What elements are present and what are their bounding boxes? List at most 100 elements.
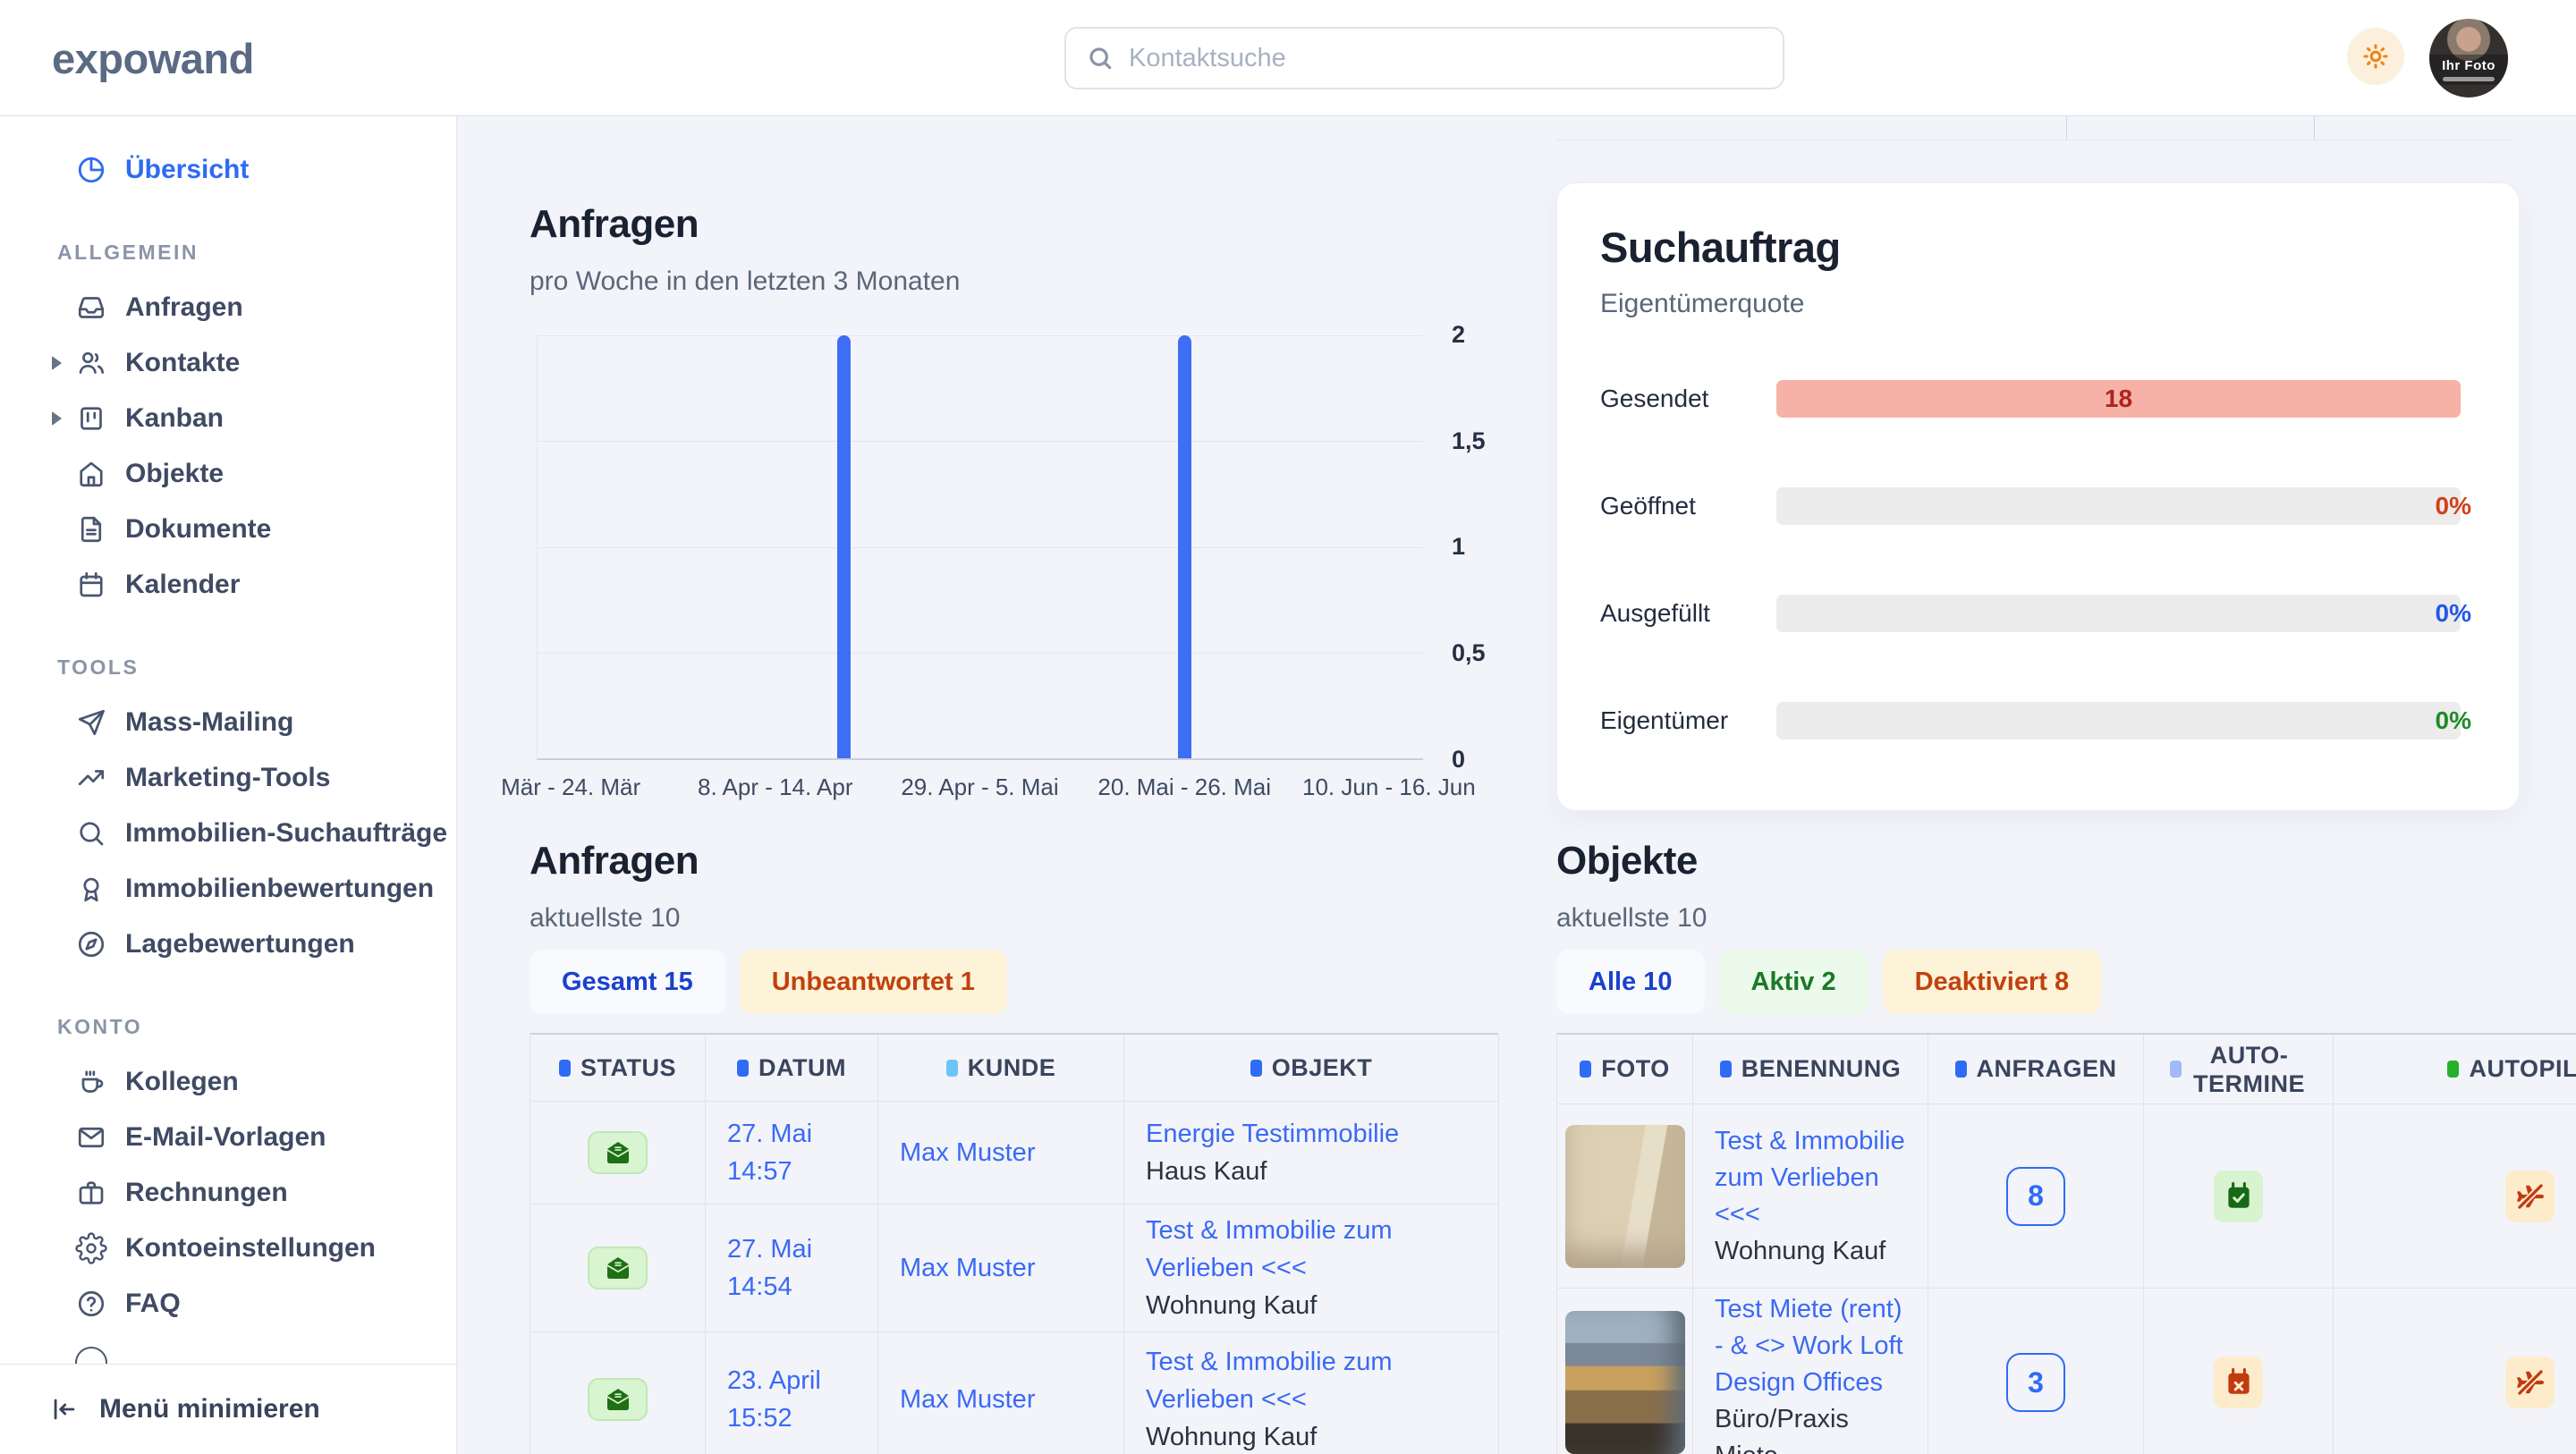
anfragen-section-title: Anfragen (530, 839, 699, 883)
y-axis-tick: 1 (1452, 533, 1466, 560)
tab-alle[interactable]: Alle 10 (1556, 950, 1705, 1014)
sidebar-item-immobilien-suchauftraege[interactable]: Immobilien-Suchaufträge (0, 806, 456, 861)
coffee-icon (81, 1070, 104, 1093)
gesendet-bar: 18 (1776, 380, 2461, 418)
sidebar-item-kontakte[interactable]: Kontakte (0, 335, 456, 391)
calendar-check-icon (2214, 1170, 2263, 1222)
plane-crossed-icon (2505, 1170, 2555, 1222)
search-icon (1089, 47, 1112, 70)
objekt-bullet (1250, 1059, 1262, 1077)
anfragen-count-badge[interactable]: 3 (2006, 1353, 2065, 1412)
quote-row-gesendet: Gesendet 18 (1557, 380, 2519, 418)
section-label-allgemein: ALLGEMEIN (57, 241, 199, 264)
x-axis-tick: 10. Jun - 16. Jun (1302, 773, 1476, 800)
anfragen-table: STATUS DATUM KUNDE OBJEKT 27. Mai 14:57 M… (530, 1033, 1499, 1454)
sidebar-item-lagebewertungen[interactable]: Lagebewertungen (0, 917, 456, 972)
collapse-menu-button[interactable]: Menü minimieren (0, 1364, 456, 1454)
objekt-link[interactable]: Test & Immobilie zum Verlieben <<< (1146, 1348, 1393, 1414)
kunde-bullet (945, 1059, 958, 1077)
objekt-kategorie: Wohnung Kauf (1146, 1423, 1318, 1451)
tab-gesamt[interactable]: Gesamt 15 (530, 950, 725, 1014)
sidebar-item-email-vorlagen[interactable]: E-Mail-Vorlagen (0, 1110, 456, 1165)
column-header-kunde: KUNDE (878, 1035, 1124, 1102)
clipped-table-edge (1556, 116, 2576, 140)
auto-termine-bullet (2169, 1061, 2182, 1078)
anfragen-bullet (1954, 1061, 1967, 1078)
card-title: Suchauftrag (1600, 224, 1841, 271)
card-subtitle: Eigentümerquote (1600, 289, 1805, 318)
search-icon (80, 822, 104, 846)
objekt-benennung-link[interactable]: Test & Immobilie zum Verlieben <<< (1715, 1126, 1905, 1229)
eigentuemer-bar: 0% (1776, 702, 2471, 740)
kunde-link[interactable]: Max Muster (900, 1138, 1036, 1167)
sidebar-item-dokumente[interactable]: Dokumente (0, 502, 456, 557)
sidebar-item-kalender[interactable]: Kalender (0, 557, 456, 613)
home-icon (80, 461, 103, 487)
sidebar-item-kontoeinstellungen[interactable]: Kontoeinstellungen (0, 1221, 456, 1276)
x-axis-tick: Mär - 24. Mär (501, 773, 641, 800)
objekt-foto[interactable] (1564, 1124, 1685, 1268)
briefcase-icon (79, 1181, 104, 1205)
help-circle-icon (78, 1290, 105, 1317)
anfrage-date-link[interactable]: 27. Mai 14:57 (727, 1120, 813, 1186)
anfragen-bar-chart (537, 335, 1423, 760)
envelope-open-icon (588, 1131, 648, 1174)
search-input[interactable] (1129, 43, 1763, 73)
objekte-section-subtitle: aktuellste 10 (1556, 903, 1707, 933)
sun-icon (2363, 44, 2388, 69)
app-logo[interactable]: expowand (52, 35, 254, 82)
anfragen-count-badge[interactable]: 8 (2006, 1166, 2065, 1226)
trending-up-icon (78, 770, 105, 786)
datum-bullet (737, 1059, 749, 1077)
objekt-link[interactable]: Energie Testimmobilie (1146, 1120, 1400, 1148)
objekte-section-title: Objekte (1556, 839, 1698, 883)
award-icon (83, 877, 99, 902)
calendar-icon (80, 571, 103, 597)
sidebar-item-uebersicht[interactable]: Übersicht (0, 142, 456, 198)
envelope-open-icon (588, 1378, 648, 1421)
sidebar-item-objekte[interactable]: Objekte (0, 446, 456, 502)
chart-bar-week-10 (1177, 335, 1191, 758)
anfrage-date-link[interactable]: 23. April 15:52 (727, 1366, 821, 1433)
anfrage-date-link[interactable]: 27. Mai 14:54 (727, 1235, 813, 1301)
calendar-x-icon (2214, 1357, 2263, 1408)
pie-chart-icon (78, 156, 105, 183)
column-header-datum: DATUM (706, 1035, 878, 1102)
user-avatar[interactable]: Ihr Foto (2429, 19, 2508, 97)
tab-deaktiviert[interactable]: Deaktiviert 8 (1882, 950, 2102, 1014)
x-axis-tick: 8. Apr - 14. Apr (698, 773, 853, 800)
sidebar-item-faq[interactable]: FAQ (0, 1276, 456, 1331)
chevron-right-icon[interactable] (52, 356, 62, 370)
kunde-link[interactable]: Max Muster (900, 1254, 1036, 1282)
sidebar-item-kollegen[interactable]: Kollegen (0, 1054, 456, 1110)
tab-aktiv[interactable]: Aktiv 2 (1718, 950, 1868, 1014)
theme-toggle-button[interactable] (2347, 28, 2404, 85)
column-header-benennung: BENENNUNG (1693, 1035, 1928, 1104)
contact-search[interactable] (1064, 27, 1784, 89)
sidebar-item-mass-mailing[interactable]: Mass-Mailing (0, 695, 456, 750)
users-icon (79, 351, 105, 374)
envelope-open-icon (588, 1247, 648, 1289)
sidebar-item-marketing-tools[interactable]: Marketing-Tools (0, 750, 456, 806)
top-header: expowand Ihr Foto (0, 0, 2576, 116)
sidebar-item-anfragen[interactable]: Anfragen (0, 280, 456, 335)
chevron-right-icon[interactable] (52, 411, 62, 426)
column-header-status: STATUS (530, 1035, 706, 1102)
objekt-benennung-link[interactable]: Test Miete (rent) - & <> Work Loft Desig… (1715, 1294, 1903, 1397)
sidebar: Übersicht ALLGEMEIN Anfragen Kontakte Ka… (0, 116, 457, 1454)
objekt-link[interactable]: Test & Immobilie zum Verlieben <<< (1146, 1216, 1393, 1282)
tab-unbeantwortet[interactable]: Unbeantwortet 1 (739, 950, 1007, 1014)
sidebar-item-rechnungen[interactable]: Rechnungen (0, 1165, 456, 1221)
x-axis: Mär - 24. Mär 8. Apr - 14. Apr 29. Apr -… (501, 773, 1476, 804)
ausgefuellt-bar: 0% (1776, 595, 2471, 632)
kunde-link[interactable]: Max Muster (900, 1385, 1036, 1414)
collapse-left-icon (54, 1399, 75, 1420)
y-axis-tick: 0,5 (1452, 639, 1486, 666)
x-axis-tick: 29. Apr - 5. Mai (901, 773, 1059, 800)
sidebar-item-kanban[interactable]: Kanban (0, 391, 456, 446)
chart-bar-week-5 (837, 335, 852, 758)
objekt-foto[interactable] (1564, 1311, 1685, 1454)
sidebar-item-immobilienbewertungen[interactable]: Immobilienbewertungen (0, 861, 456, 917)
column-header-autopilot: AUTOPILOT (2334, 1035, 2576, 1104)
table-row: 27. Mai 14:54 Max Muster Test & Immobilie… (530, 1205, 1499, 1332)
